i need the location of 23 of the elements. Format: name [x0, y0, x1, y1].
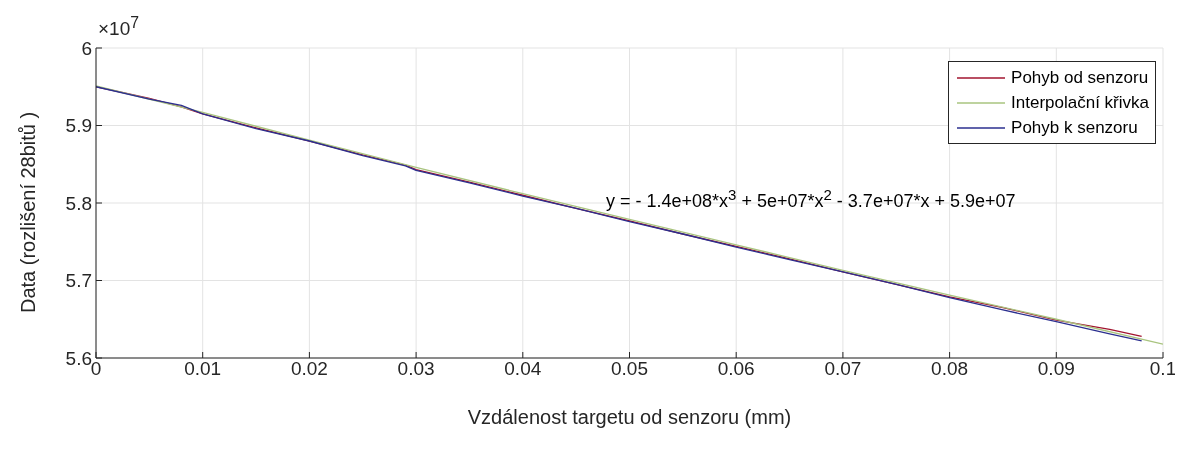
x-tick-label: 0.03: [397, 358, 435, 380]
x-tick-label: 0.01: [184, 358, 222, 380]
x-tick-label: 0.04: [504, 358, 542, 380]
y-tick-label: 5.6: [65, 347, 92, 369]
x-tick-label: 0.1: [1149, 358, 1177, 380]
y-tick-label: 5.9: [65, 115, 92, 137]
text: ×10$^{7}$: [98, 14, 140, 41]
x-tick-label: 0.06: [717, 358, 755, 380]
x-tick-label: 0: [90, 358, 102, 380]
y-tick-label: 6: [81, 37, 92, 59]
y-tick-label: 5.8: [65, 192, 92, 214]
x-axis-title: Vzdálenost targetu od senzoru (mm): [467, 406, 792, 428]
y-tick-label: 5.7: [65, 270, 92, 292]
x-tick-label: 0.09: [1037, 358, 1075, 380]
x-tick-label: 0.08: [931, 358, 969, 380]
x-tick-label: 0.05: [611, 358, 648, 380]
y-axis-title: Data (rozlišení 28bitů ): [17, 111, 40, 313]
legend-label: Interpolační křivka: [1011, 92, 1149, 114]
legend-label: Pohyb k senzoru: [1011, 117, 1138, 139]
x-tick-label: 0.02: [290, 358, 328, 380]
annotation: y = - 1.4e+08*x$^{3}$ + 5e+07*x$^{2}$ - 3.7e+07*x + 5.9e+07: [606, 186, 1016, 212]
legend-label: Pohyb od senzoru: [1011, 67, 1149, 89]
x-tick-label: 0.07: [824, 358, 862, 380]
